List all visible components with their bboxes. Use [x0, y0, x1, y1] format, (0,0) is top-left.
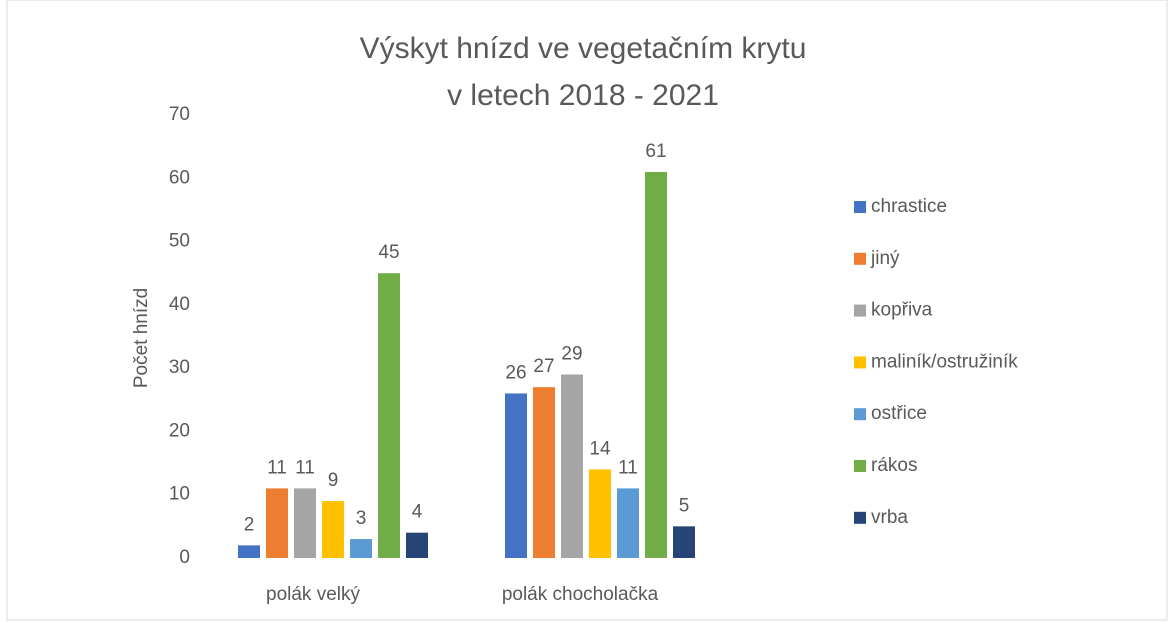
data-label: 9	[328, 470, 339, 491]
data-label: 11	[618, 457, 638, 478]
data-label: 11	[295, 457, 315, 478]
bar	[378, 273, 400, 558]
legend-swatch	[854, 511, 866, 524]
data-label: 29	[561, 343, 582, 364]
bar	[561, 374, 583, 558]
legend-swatch	[854, 460, 866, 472]
bar	[589, 469, 611, 558]
bar	[350, 539, 372, 558]
data-label: 5	[679, 495, 690, 516]
data-label: 11	[267, 457, 287, 478]
chart-title: Výskyt hnízd ve vegetačním krytu	[360, 32, 807, 65]
y-tick-label: 70	[169, 104, 190, 125]
legend-swatch	[854, 252, 866, 265]
x-tick-label: polák velký	[266, 584, 360, 605]
bar	[533, 387, 555, 558]
bar	[294, 488, 316, 558]
legend-swatch	[854, 201, 866, 213]
bar	[406, 532, 428, 558]
data-label: 14	[589, 438, 611, 459]
legend-label: vrba	[871, 507, 908, 528]
data-label: 4	[412, 502, 423, 523]
legend-swatch	[854, 356, 866, 369]
bar	[645, 171, 667, 558]
legend-label: jiný	[870, 248, 900, 269]
bar	[673, 526, 695, 558]
bar	[505, 393, 527, 558]
bar	[617, 488, 639, 558]
data-label: 61	[645, 141, 666, 162]
chart-title: v letech 2018 - 2021	[447, 79, 719, 112]
y-axis-title: Počet hnízd	[131, 288, 152, 388]
y-tick-label: 0	[179, 547, 190, 568]
data-label: 27	[533, 356, 554, 377]
data-label: 2	[244, 514, 255, 535]
legend-label: chrastice	[871, 196, 947, 217]
y-tick-label: 10	[169, 484, 190, 505]
legend-label: kopřiva	[871, 300, 933, 321]
legend-label: rákos	[871, 455, 917, 476]
x-tick-label: polák chocholačka	[502, 584, 659, 605]
y-tick-label: 30	[169, 357, 190, 378]
y-tick-label: 20	[169, 420, 190, 441]
data-label: 45	[378, 242, 399, 263]
y-tick-label: 40	[169, 294, 190, 315]
bar	[322, 501, 344, 558]
bar	[238, 545, 260, 558]
legend-swatch	[854, 408, 866, 421]
chart-frame	[6, 0, 1168, 621]
y-tick-label: 50	[169, 231, 190, 252]
data-label: 26	[505, 362, 526, 383]
legend-label: maliník/ostružiník	[871, 351, 1018, 372]
legend-label: ostřice	[871, 403, 927, 424]
bar	[266, 488, 288, 558]
legend-swatch	[854, 304, 866, 317]
y-tick-label: 60	[169, 167, 190, 188]
data-label: 3	[356, 508, 367, 529]
